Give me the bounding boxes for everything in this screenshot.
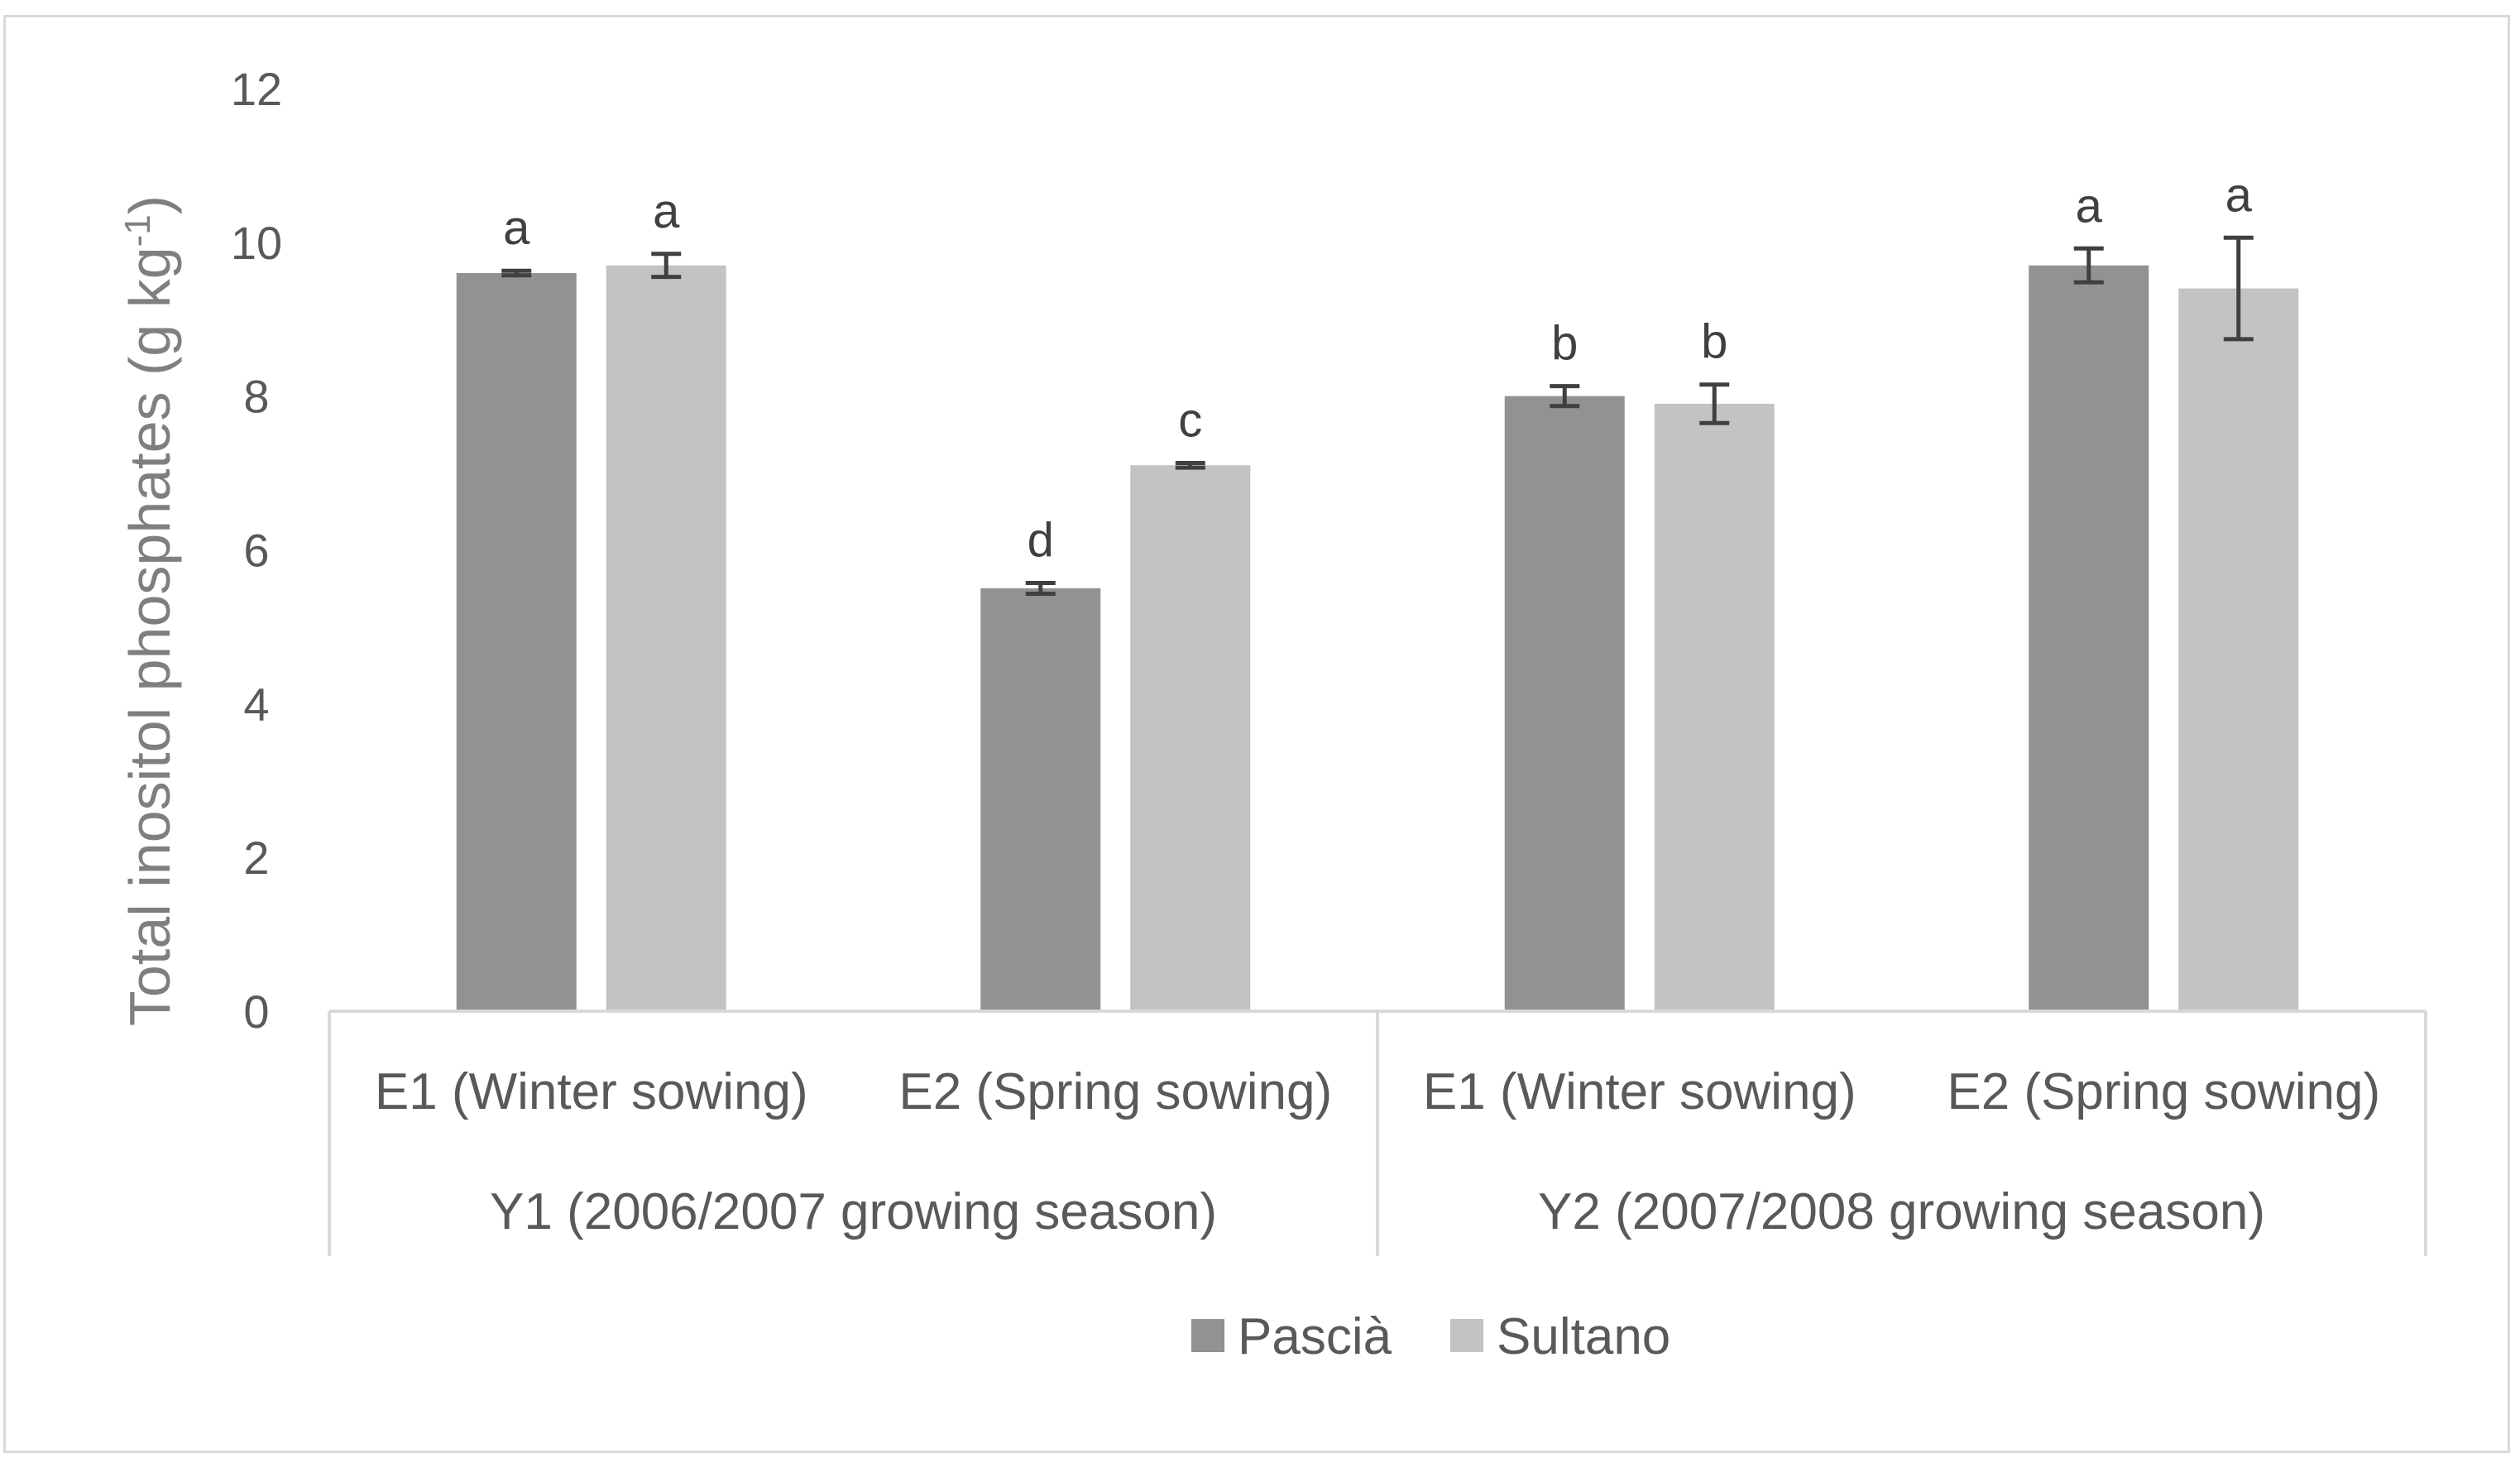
bar <box>2029 265 2149 1011</box>
bar <box>2178 288 2299 1011</box>
bar <box>456 273 577 1011</box>
bar <box>980 588 1101 1011</box>
bar <box>606 265 726 1011</box>
group-label: Y2 (2007/2008 growing season) <box>1538 1183 2265 1240</box>
legend-swatch <box>1450 1319 1483 1352</box>
significance-letter: b <box>1701 315 1727 369</box>
category-label: E2 (Spring sowing) <box>1947 1063 2380 1120</box>
category-labels: E1 (Winter sowing) E2 (Spring sowing) E1 (… <box>375 1063 2380 1120</box>
significance-letters: a a d c b b a a <box>503 168 2253 567</box>
legend-label: Pascià <box>1238 1308 1392 1365</box>
significance-letter: a <box>2225 168 2253 222</box>
x-axis <box>328 1010 2427 1256</box>
y-axis-title-close: ) <box>117 195 182 214</box>
y-tick-label: 2 <box>243 832 269 884</box>
category-label: E2 (Spring sowing) <box>898 1063 1332 1120</box>
legend-swatch <box>1191 1319 1224 1352</box>
y-tick-label: 8 <box>243 371 269 423</box>
category-label: E1 (Winter sowing) <box>1423 1063 1856 1120</box>
y-tick-label: 10 <box>231 217 282 269</box>
y-tick-label: 12 <box>231 63 282 115</box>
y-axis-title: Total inositol phosphates (g kg-1) <box>117 195 183 1026</box>
legend-label: Sultano <box>1497 1308 1670 1365</box>
group-label: Y1 (2006/2007 growing season) <box>490 1183 1217 1240</box>
bar <box>1504 396 1625 1012</box>
significance-letter: c <box>1178 394 1202 448</box>
y-axis-ticks: 0 2 4 6 8 10 12 <box>231 63 282 1038</box>
group-labels: Y1 (2006/2007 growing season) Y2 (2007/20… <box>490 1183 2265 1240</box>
significance-letter: a <box>2076 179 2103 233</box>
legend: Pascià Sultano <box>1191 1308 1670 1365</box>
bars <box>456 265 2299 1012</box>
y-axis-title-superscript: -1 <box>117 214 158 247</box>
y-axis-title-main: Total inositol phosphates (g kg <box>117 247 182 1026</box>
significance-letter: d <box>1028 513 1054 567</box>
significance-letter: a <box>653 185 680 238</box>
bar <box>1130 465 1251 1011</box>
y-tick-label: 4 <box>243 678 269 730</box>
bar <box>1654 403 1775 1011</box>
category-label: E1 (Winter sowing) <box>375 1063 808 1120</box>
significance-letter: b <box>1551 317 1578 371</box>
y-tick-label: 6 <box>243 525 269 577</box>
y-tick-label: 0 <box>243 986 269 1038</box>
error-bars <box>501 235 2254 596</box>
significance-letter: a <box>503 201 530 255</box>
